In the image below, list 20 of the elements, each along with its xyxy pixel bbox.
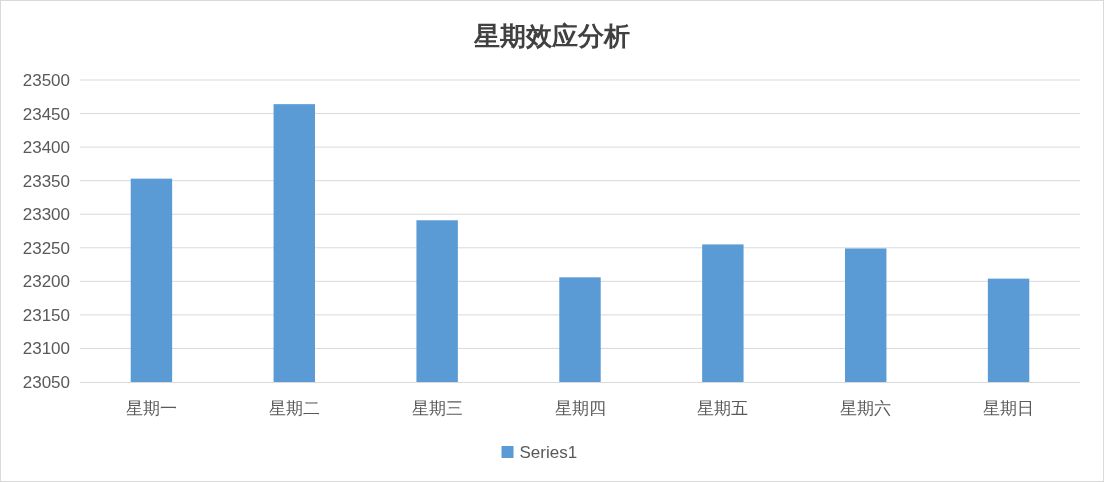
y-tick-label: 23400 xyxy=(22,138,70,158)
y-tick-label: 23200 xyxy=(22,272,70,292)
y-tick-label: 23500 xyxy=(22,71,70,90)
x-tick-label: 星期四 xyxy=(554,398,606,418)
x-tick-label: 星期三 xyxy=(411,398,463,418)
x-tick-label: 星期一 xyxy=(125,398,177,418)
chart-title: 星期效应分析 xyxy=(473,21,630,51)
y-tick-label: 23350 xyxy=(22,171,70,191)
legend-label: Series1 xyxy=(519,443,578,462)
x-tick-label: 星期日 xyxy=(983,398,1035,418)
x-tick-label: 星期六 xyxy=(840,398,892,418)
legend: Series1 xyxy=(501,443,578,462)
y-tick-label: 23250 xyxy=(22,238,70,258)
x-tick-label: 星期五 xyxy=(697,398,749,418)
x-tick-label: 星期二 xyxy=(268,398,320,418)
y-tick-label: 23450 xyxy=(22,104,70,124)
y-tick-label: 23300 xyxy=(22,205,70,225)
y-tick-label: 23050 xyxy=(22,373,70,392)
y-tick-label: 23100 xyxy=(22,339,70,359)
y-tick-label: 23150 xyxy=(22,305,70,325)
